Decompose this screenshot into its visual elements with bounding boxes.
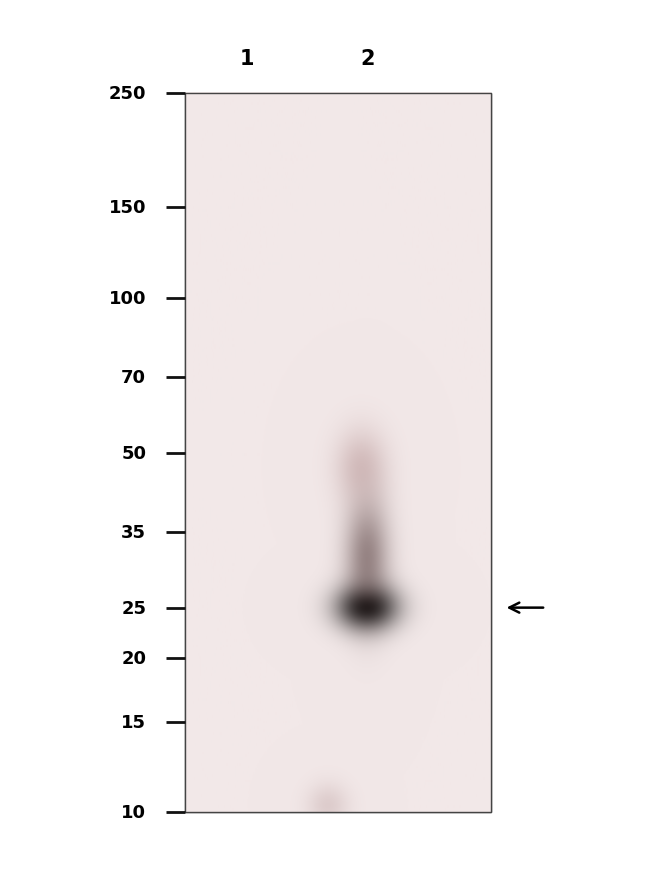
Text: 1: 1: [240, 50, 254, 69]
Bar: [185, 94, 491, 813]
Text: 70: 70: [122, 369, 146, 387]
Text: 250: 250: [109, 85, 146, 103]
Text: 50: 50: [122, 444, 146, 462]
Text: 35: 35: [122, 524, 146, 541]
Text: 150: 150: [109, 199, 146, 217]
Text: 25: 25: [122, 599, 146, 617]
Text: 15: 15: [122, 713, 146, 731]
Text: 2: 2: [360, 50, 374, 69]
Bar: [185, 94, 491, 813]
Text: 20: 20: [122, 649, 146, 667]
Text: 100: 100: [109, 289, 146, 308]
Text: 10: 10: [122, 804, 146, 821]
